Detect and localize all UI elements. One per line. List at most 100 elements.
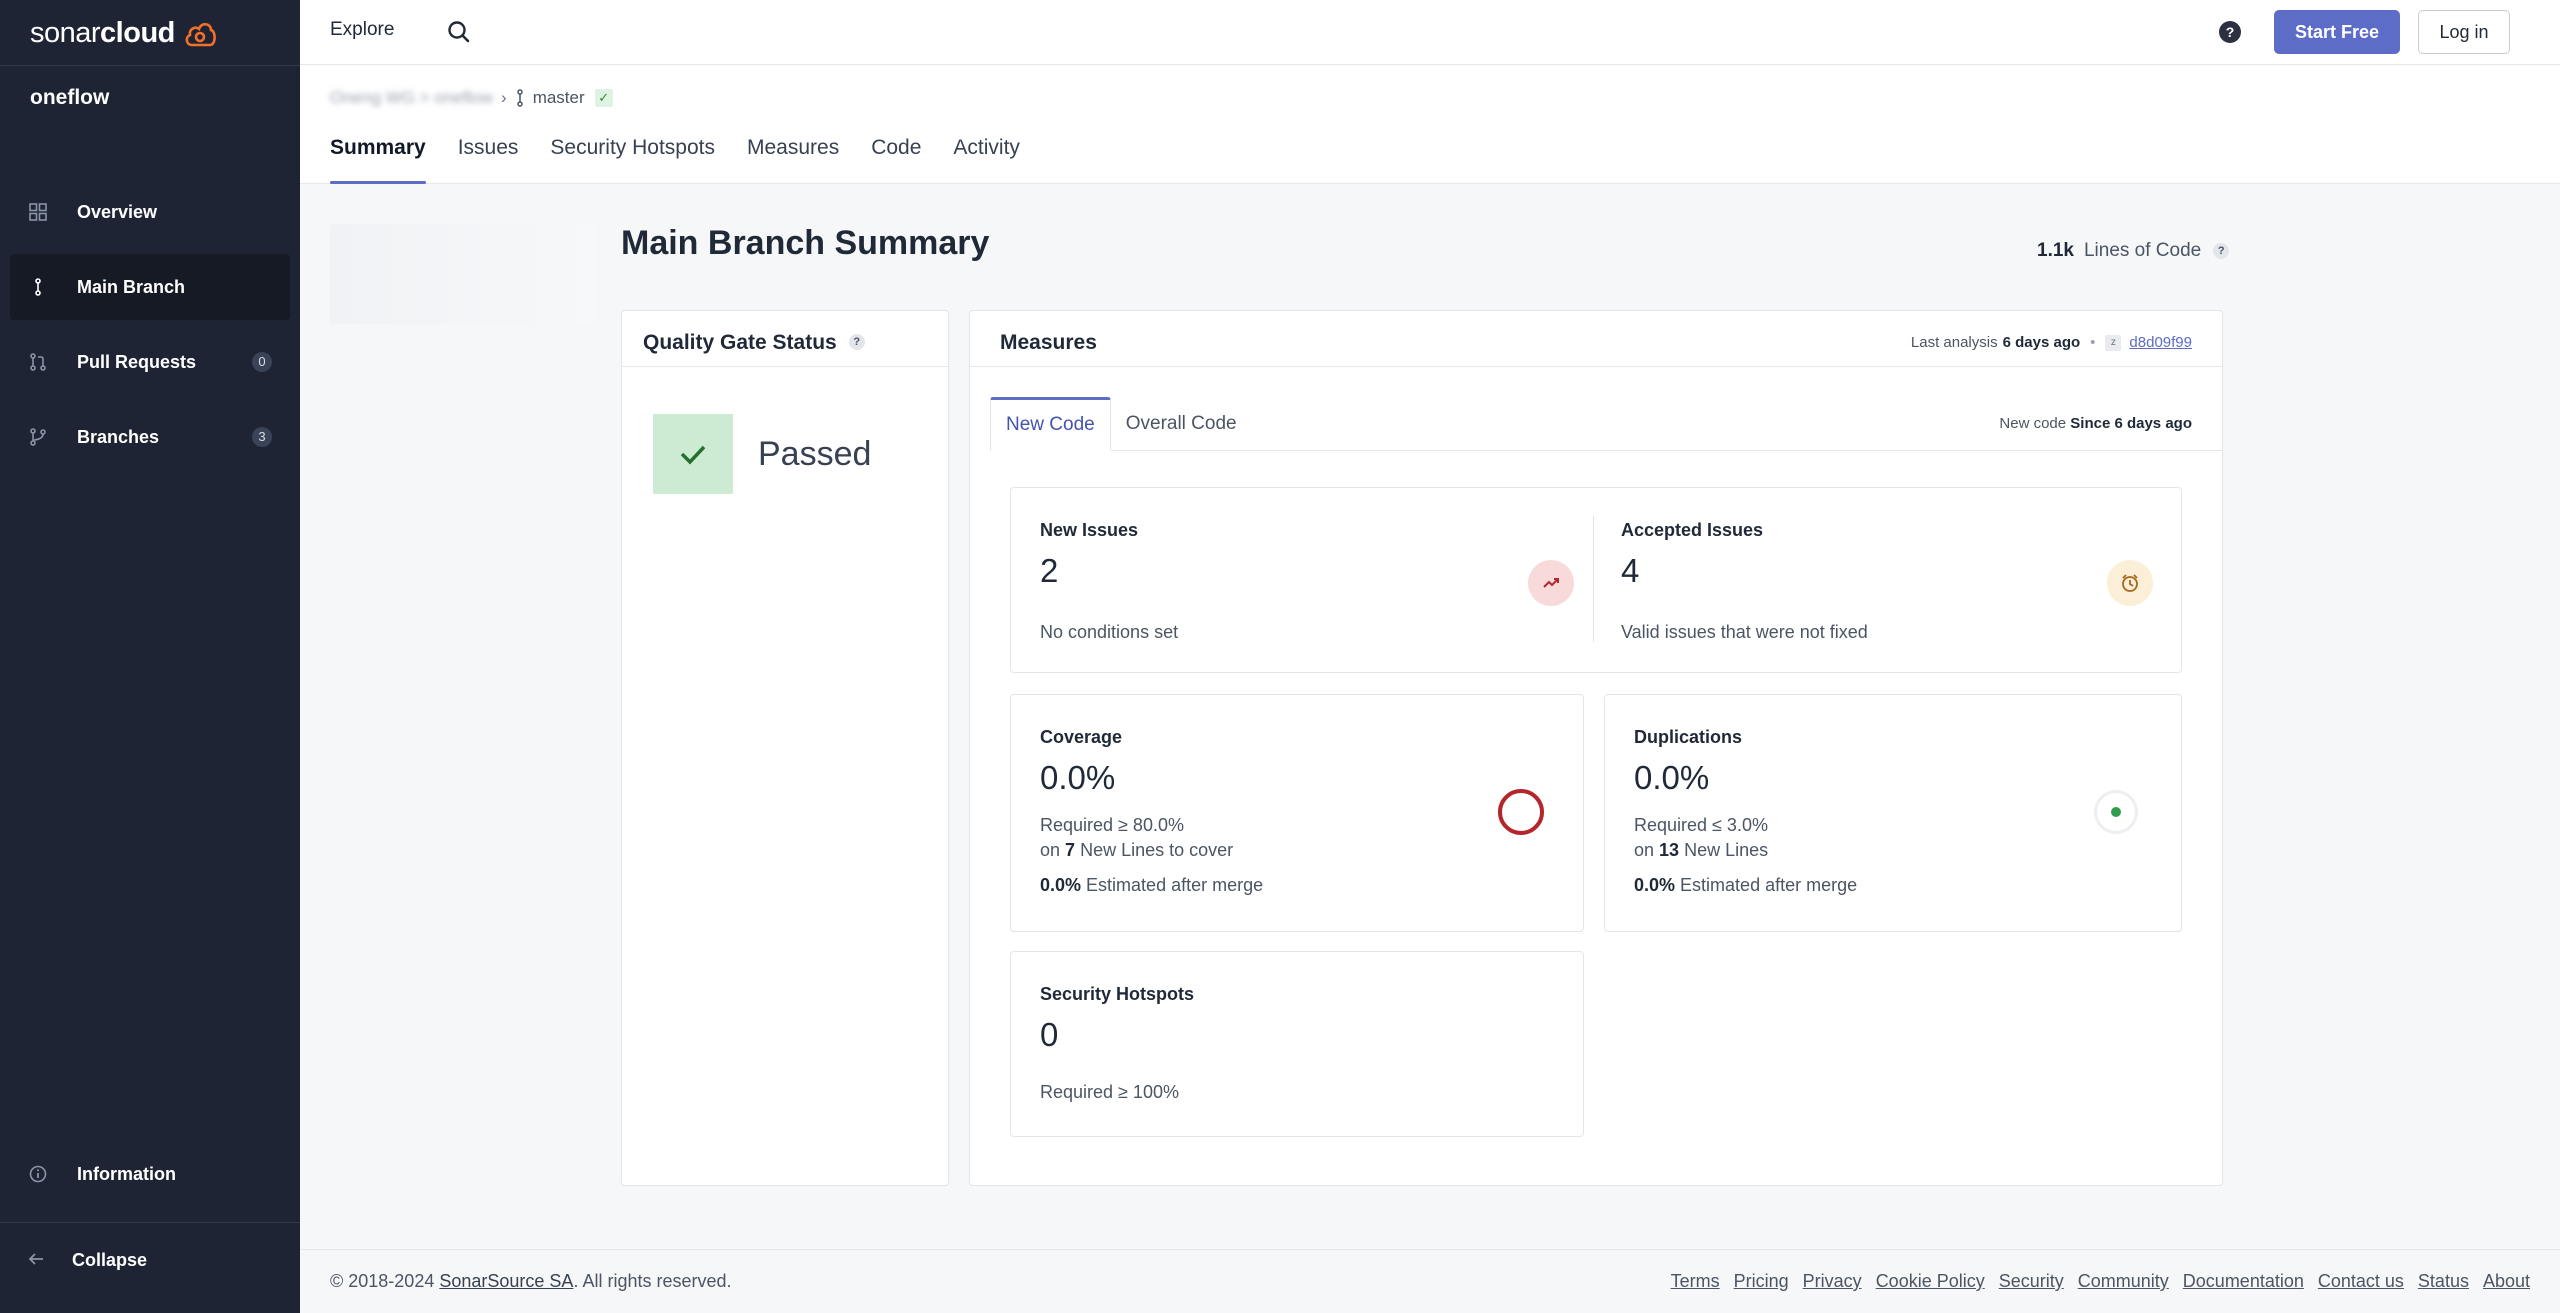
page-title: Main Branch Summary — [621, 224, 990, 262]
coverage-box: Coverage 0.0% Required ≥ 80.0% on 7 New … — [1010, 694, 1584, 932]
sonarcloud-logo[interactable]: sonarcloud — [30, 16, 217, 50]
branch-icon — [28, 277, 48, 297]
help-icon[interactable]: ? — [2213, 243, 2230, 259]
sidebar-item-pull-requests[interactable]: Pull Requests 0 — [10, 329, 290, 395]
footer-link-terms[interactable]: Terms — [1670, 1271, 1720, 1291]
footer-link-community[interactable]: Community — [2077, 1271, 2169, 1291]
sidebar: sonarcloud oneflow Overview Main Branch … — [0, 0, 300, 1313]
footer-link-contact[interactable]: Contact us — [2317, 1271, 2404, 1291]
logo-text-light: sonar — [30, 16, 101, 49]
measures-title: Measures — [1000, 331, 1097, 354]
project-header: Oneng WG > oneflow › master ✓ Summary Is… — [300, 66, 2560, 184]
footer-link-privacy[interactable]: Privacy — [1802, 1271, 1862, 1291]
measures-tabs: New Code Overall Code — [990, 397, 1252, 451]
footer-copyright: © 2018-2024 SonarSource SA. All rights r… — [330, 1271, 732, 1292]
footer-link-status[interactable]: Status — [2417, 1271, 2469, 1291]
new-code-label: New code — [1999, 415, 2067, 432]
last-analysis: Last analysis 6 days ago • z d8d09f99 — [1911, 334, 2192, 351]
sidebar-item-label: Pull Requests — [77, 351, 197, 372]
sidebar-item-label: Information — [77, 1163, 176, 1184]
footer-link-pricing[interactable]: Pricing — [1733, 1271, 1789, 1291]
tab-summary[interactable]: Summary — [330, 136, 426, 184]
tab-activity[interactable]: Activity — [953, 136, 1020, 159]
sidebar-item-information[interactable]: Information — [10, 1141, 290, 1207]
footer-link-security[interactable]: Security — [1998, 1271, 2064, 1291]
footer: © 2018-2024 SonarSource SA. All rights r… — [300, 1249, 2560, 1313]
login-button[interactable]: Log in — [2418, 10, 2510, 54]
tab-code[interactable]: Code — [871, 136, 922, 159]
branch-icon — [516, 89, 523, 107]
collapse-label: Collapse — [72, 1250, 148, 1270]
duplications-lines-count: 13 — [1659, 840, 1680, 860]
grid-icon — [28, 202, 48, 222]
quality-gate-card: Quality Gate Status ? Passed — [621, 310, 949, 1186]
duplications-estimate-label: Estimated after merge — [1680, 875, 1858, 895]
tab-overall-code[interactable]: Overall Code — [1110, 397, 1252, 451]
accepted-issues-note: Valid issues that were not fixed — [1621, 622, 1868, 642]
duplications-label[interactable]: Duplications — [1634, 727, 1743, 747]
coverage-lines-suffix: New Lines to cover — [1080, 840, 1234, 860]
coverage-value[interactable]: 0.0% — [1040, 759, 1116, 796]
branch-name[interactable]: master — [532, 88, 585, 107]
coverage-on-prefix: on — [1040, 840, 1061, 860]
new-code-value: Since 6 days ago — [2070, 415, 2192, 432]
coverage-estimate-label: Estimated after merge — [1086, 875, 1264, 895]
tab-new-code[interactable]: New Code — [990, 397, 1111, 451]
sidebar-item-branches[interactable]: Branches 3 — [10, 404, 290, 470]
coverage-label[interactable]: Coverage — [1040, 727, 1123, 747]
security-hotspots-value[interactable]: 0 — [1040, 1016, 1059, 1053]
duplications-estimate: 0.0% Estimated after merge — [1634, 873, 1857, 898]
help-icon[interactable]: ? — [2219, 21, 2241, 43]
quality-gate-status: Passed — [758, 435, 872, 473]
search-icon[interactable] — [446, 19, 472, 45]
commit-link[interactable]: d8d09f99 — [2129, 334, 2192, 351]
duplications-required: Required ≤ 3.0% — [1634, 815, 1768, 835]
sidebar-item-label: Branches — [77, 426, 160, 447]
sidebar-item-overview[interactable]: Overview — [10, 179, 290, 245]
pull-requests-count-badge: 0 — [252, 352, 272, 372]
help-icon[interactable]: ? — [848, 334, 865, 350]
alarm-clock-icon — [2107, 560, 2153, 606]
accepted-issues-label[interactable]: Accepted Issues — [1621, 520, 1764, 540]
breadcrumb-organization[interactable]: Oneng WG > oneflow — [330, 88, 494, 107]
separator-dot: • — [2090, 334, 2096, 351]
lines-of-code: 1.1k Lines of Code ? — [2037, 240, 2230, 262]
sidebar-footer-divider — [0, 1222, 300, 1223]
explore-link[interactable]: Explore — [330, 19, 395, 40]
new-issues-value[interactable]: 2 — [1040, 552, 1059, 589]
footer-link-about[interactable]: About — [2482, 1271, 2530, 1291]
security-hotspots-label[interactable]: Security Hotspots — [1040, 984, 1195, 1004]
tab-security-hotspots[interactable]: Security Hotspots — [550, 136, 715, 159]
tab-issues[interactable]: Issues — [457, 136, 519, 159]
duplications-lines-suffix: New Lines — [1684, 840, 1769, 860]
info-icon — [28, 1164, 48, 1184]
footer-link-documentation[interactable]: Documentation — [2182, 1271, 2304, 1291]
duplications-box: Duplications 0.0% Required ≤ 3.0% on 13 … — [1604, 694, 2182, 932]
security-hotspots-required: Required ≥ 100% — [1040, 1082, 1179, 1102]
branches-count-badge: 3 — [252, 427, 272, 447]
sidebar-item-main-branch[interactable]: Main Branch — [10, 254, 290, 320]
issues-divider — [1593, 516, 1594, 642]
footer-link-cookie-policy[interactable]: Cookie Policy — [1875, 1271, 1985, 1291]
accepted-issues-value[interactable]: 4 — [1621, 552, 1640, 589]
copyright-years: © 2018-2024 — [330, 1271, 435, 1291]
company-link[interactable]: SonarSource SA — [439, 1271, 574, 1291]
collapse-button[interactable]: Collapse — [28, 1250, 147, 1271]
cloud-logo-icon — [185, 22, 216, 47]
new-issues-label[interactable]: New Issues — [1040, 520, 1139, 540]
branches-icon — [28, 427, 48, 447]
placeholder-block — [330, 224, 596, 324]
tab-measures[interactable]: Measures — [747, 136, 840, 159]
trend-up-icon — [1528, 560, 1574, 606]
duplications-value[interactable]: 0.0% — [1634, 759, 1710, 796]
new-issues-note: No conditions set — [1040, 622, 1179, 642]
pull-request-icon — [28, 352, 48, 372]
start-free-button[interactable]: Start Free — [2274, 10, 2400, 54]
copyright-rights: . All rights reserved. — [573, 1271, 732, 1291]
measures-header: Measures Last analysis 6 days ago • z d8… — [970, 311, 2222, 367]
project-name[interactable]: oneflow — [30, 86, 110, 109]
coverage-required: Required ≥ 80.0% — [1040, 815, 1184, 835]
coverage-lines-count: 7 — [1065, 840, 1076, 860]
coverage-ring-icon — [1498, 789, 1544, 835]
coverage-lines: on 7 New Lines to cover — [1040, 838, 1233, 863]
